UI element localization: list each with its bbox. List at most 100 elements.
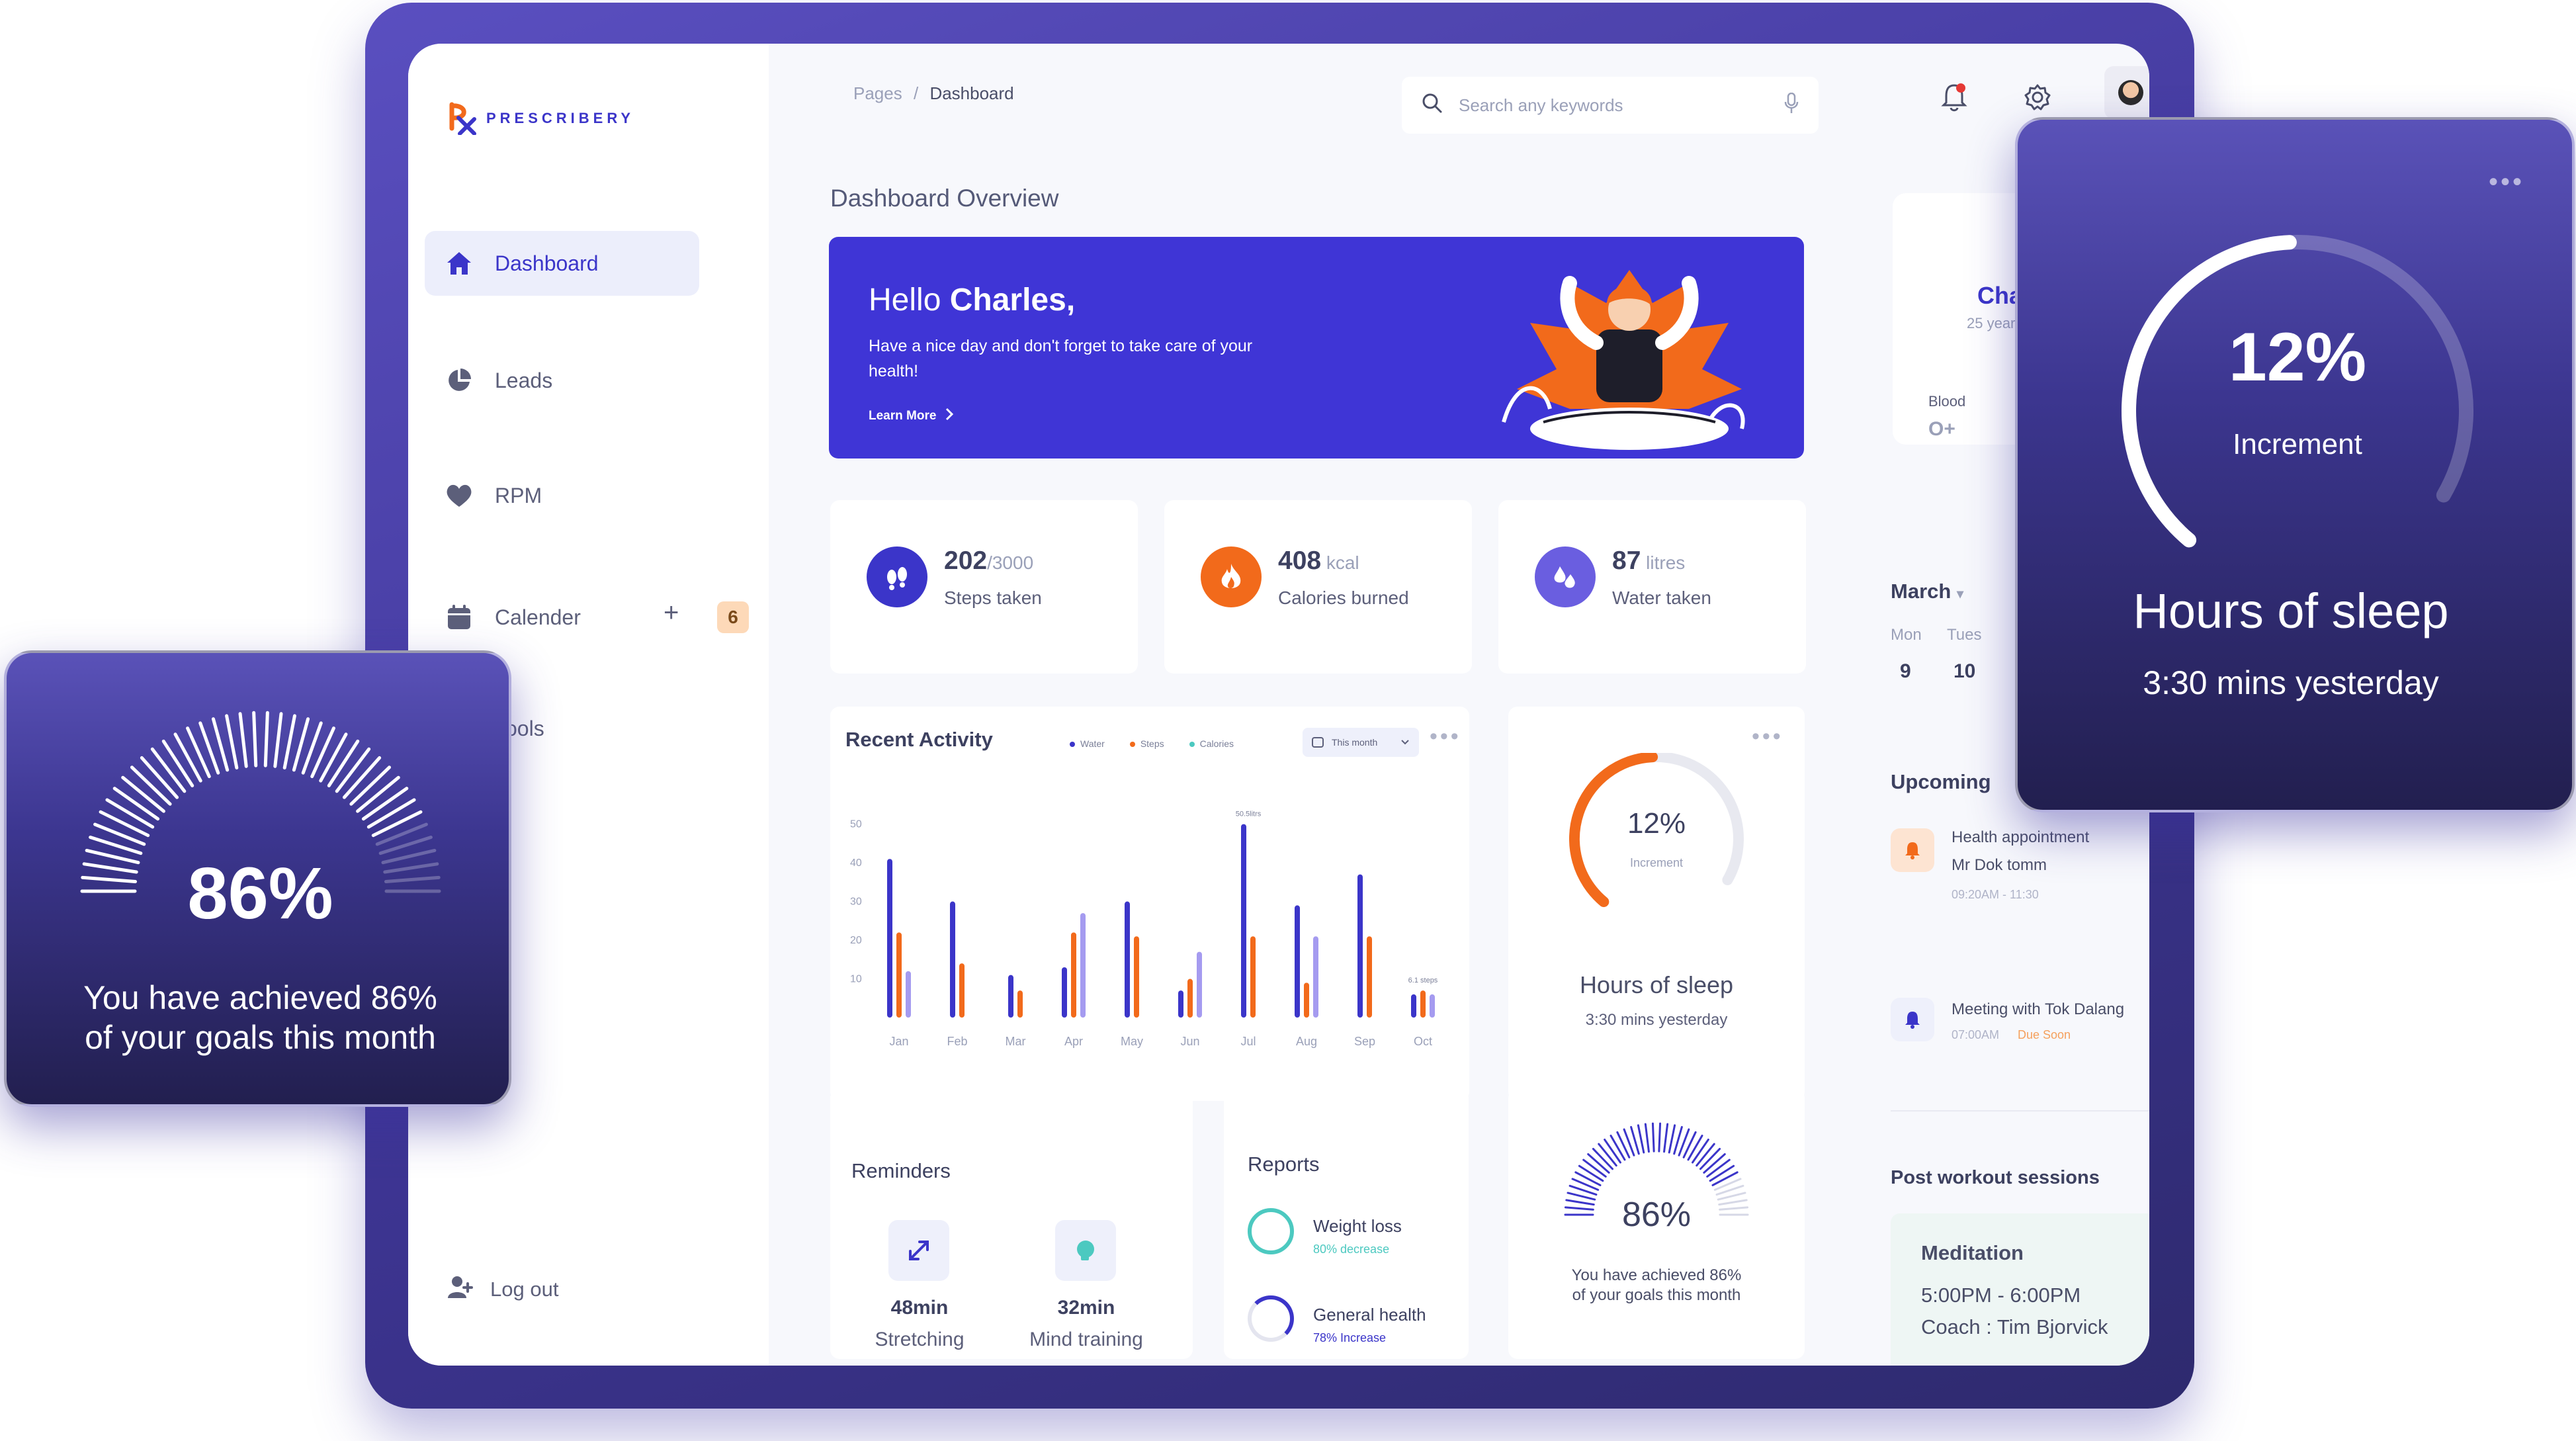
bar-water[interactable] [1241,824,1246,1018]
footprints-icon [867,546,927,607]
day-number[interactable]: 9 [1900,660,1911,682]
add-event-button[interactable]: + [664,598,679,627]
bar-water[interactable] [950,901,955,1018]
bar-steps[interactable] [1367,936,1372,1018]
bar-water[interactable] [1062,967,1067,1018]
water-unit: litres [1641,552,1686,573]
bar-steps[interactable] [1134,936,1139,1018]
gauge-tick [1567,1192,1596,1201]
water-stat-card[interactable]: 87 litres Water taken [1498,500,1806,674]
legend-calories[interactable]: Calories [1189,738,1234,749]
stretch-expand-icon[interactable] [888,1220,949,1281]
y-tick-label: 30 [850,896,862,908]
legend-steps[interactable]: Steps [1129,738,1164,749]
water-drops-icon [1535,546,1596,607]
sleep-overlay-sub: Increment [2233,428,2362,460]
reports-card: Reports Weight loss 80% decrease General… [1224,1089,1469,1359]
steps-stat-card[interactable]: 202/3000 Steps taken [830,500,1138,674]
blood-label: Blood [1928,393,1966,410]
calories-label: Calories burned [1278,588,1409,608]
home-icon [445,249,474,278]
sleep-card: ••• 12% Increment Hours of sleep 3:30 mi… [1508,707,1805,1101]
gauge-tick [150,747,187,793]
reminders-title: Reminders [851,1159,951,1182]
more-options-icon[interactable]: ••• [1430,724,1461,749]
more-options-icon[interactable]: ••• [1752,724,1783,749]
breadcrumb: Pages / Dashboard [853,83,1014,104]
breadcrumb-root[interactable]: Pages [853,83,902,103]
bar-steps[interactable] [1250,936,1256,1018]
period-filter-dropdown[interactable]: This month [1303,728,1419,757]
water-label: Water taken [1612,588,1711,608]
bar-water[interactable] [1125,901,1130,1018]
calories-stat-card[interactable]: 408 kcal Calories burned [1164,500,1472,674]
bar-water[interactable] [887,859,892,1018]
bar-steps[interactable] [896,932,902,1018]
sidebar-item-dashboard[interactable]: Dashboard [425,231,699,296]
gauge-tick [105,798,155,829]
learn-more-link[interactable]: Learn More [869,408,954,425]
sleep-percent: 12% [1627,807,1686,840]
brand-logo[interactable]: PRESCRIBERY [448,102,635,136]
sidebar-item-leads[interactable]: Leads [425,348,699,413]
bar-water[interactable] [1357,874,1363,1018]
notification-bell-icon[interactable] [1931,74,1977,120]
bar-water[interactable] [1295,905,1300,1018]
gauge-tick [1715,1184,1744,1196]
bar-water[interactable] [1008,975,1013,1018]
bar-steps[interactable] [1071,932,1076,1018]
bar-steps[interactable] [959,963,965,1018]
calendar-month-selector[interactable]: March ▾ [1891,580,1963,603]
legend-water[interactable]: Water [1070,738,1105,749]
meditation-session-card[interactable]: Meditation 5:00PM - 6:00PM Coach : Tim B… [1891,1213,2149,1366]
bar-calories[interactable] [1313,936,1318,1018]
bar-steps[interactable] [1187,979,1193,1018]
microphone-icon[interactable] [1784,92,1799,118]
gauge-tick [301,721,323,775]
report-label[interactable]: General health [1313,1305,1426,1325]
upcoming-time: 07:00AM [1952,1028,2000,1041]
bar-steps[interactable] [1420,990,1426,1018]
welcome-banner: Hello Charles, Have a nice day and don't… [829,237,1804,459]
bar-water[interactable] [1411,994,1416,1018]
gauge-tick [1673,1125,1683,1155]
logout-button[interactable]: Log out [448,1276,558,1303]
search-input[interactable]: Search any keywords [1459,95,1623,115]
bar-calories[interactable] [906,971,911,1018]
bar-steps[interactable] [1017,990,1023,1018]
settings-gear-icon[interactable] [2014,74,2061,120]
reminders-card: Reminders 48min Stretching 32min Mind tr… [830,1089,1193,1359]
report-label[interactable]: Weight loss [1313,1216,1402,1236]
goals-overlay-percent: 86% [187,853,333,934]
brand-name: PRESCRIBERY [486,110,635,126]
sleep-overlay-card: ••• 12% Increment Hours of sleep 3:30 mi… [2015,117,2575,812]
gauge-tick [121,775,165,813]
learn-more-label: Learn More [869,409,937,423]
day-number[interactable]: 10 [1953,660,1976,682]
gauge-tick [375,822,428,846]
more-options-icon[interactable]: ••• [2489,167,2525,196]
gauge-tick [1574,1171,1602,1186]
bar-calories[interactable] [1430,994,1435,1018]
brain-icon[interactable] [1055,1220,1116,1281]
search-bar[interactable]: Search any keywords [1402,77,1819,134]
caret-down-icon: ▾ [1956,587,1963,601]
bar-steps[interactable] [1304,983,1309,1018]
gauge-tick [384,875,441,883]
breadcrumb-current: Dashboard [929,83,1014,103]
goals-overlay-line-1: You have achieved 86% [83,979,437,1016]
bar-calories[interactable] [1197,951,1202,1018]
water-count: 87 [1612,546,1641,575]
sidebar-item-rpm[interactable]: RPM [425,463,699,528]
user-avatar[interactable] [2104,66,2149,119]
gauge-tick [1711,1171,1739,1186]
sidebar-item-calender[interactable]: Calender [425,585,699,650]
bar-water[interactable] [1178,990,1183,1018]
bar-calories[interactable] [1080,913,1086,1018]
divider [1891,1110,2149,1112]
upcoming-item[interactable]: Meeting with Tok Dalang 07:00AM Due Soon [1891,998,2149,1060]
y-tick-label: 10 [850,974,862,985]
upcoming-item[interactable]: Health appointment Mr Dok tomm 09:20AM -… [1891,828,2149,934]
sleep-overlay-detail: 3:30 mins yesterday [2143,664,2439,701]
gauge-tick [1696,1143,1715,1167]
